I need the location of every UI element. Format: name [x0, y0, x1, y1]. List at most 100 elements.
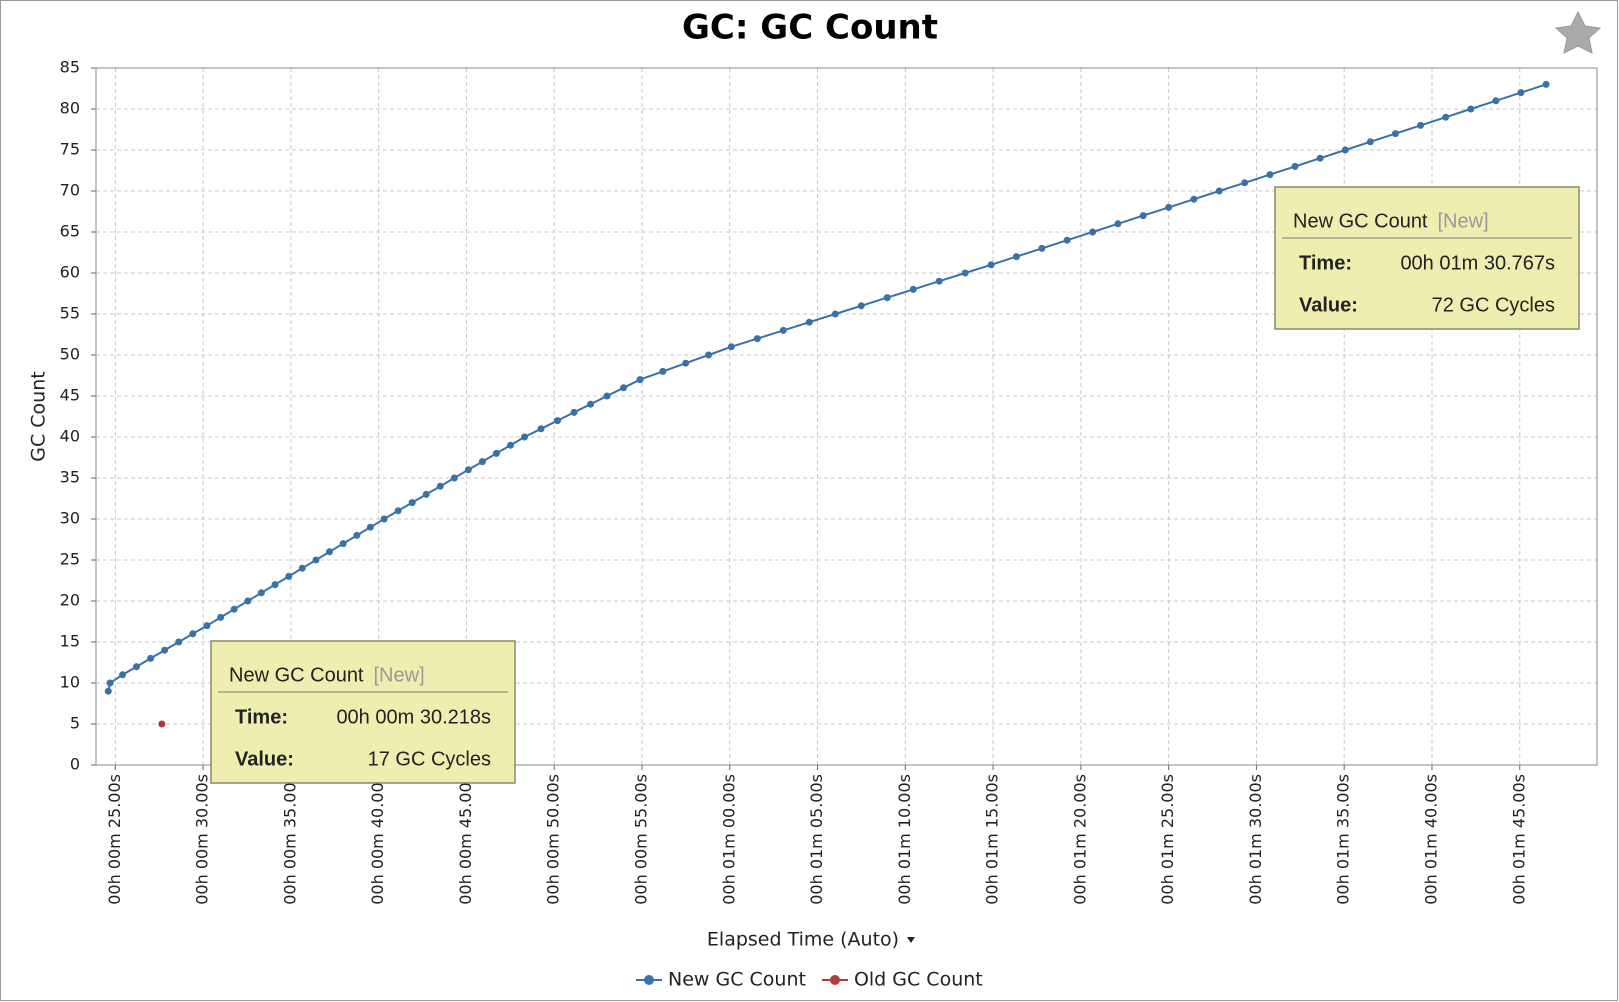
- data-point: [408, 499, 416, 507]
- x-tick-label: 00h 01m 00.00s: [719, 774, 738, 905]
- data-point: [603, 392, 611, 400]
- x-tick-label: 00h 00m 50.00s: [544, 774, 563, 905]
- y-axis-label: GC Count: [28, 371, 50, 461]
- tooltip-time: 00h 00m 30.218s: [336, 706, 491, 728]
- data-point: [1417, 121, 1425, 129]
- data-point: [987, 261, 995, 269]
- y-tick-label: 15: [60, 632, 80, 651]
- data-point: [1139, 212, 1147, 220]
- data-point: [175, 638, 183, 646]
- data-point: [857, 302, 865, 310]
- data-point: [1517, 89, 1525, 97]
- data-point: [380, 515, 388, 523]
- data-point: [217, 613, 225, 621]
- tooltip-time-key: Time:: [1299, 252, 1352, 274]
- x-tick-label: 00h 01m 15.00s: [983, 774, 1002, 905]
- data-point: [537, 425, 545, 433]
- data-point: [1063, 236, 1071, 244]
- data-point: [1241, 179, 1249, 187]
- x-tick-label: 00h 00m 55.00s: [631, 774, 650, 905]
- data-point: [1266, 171, 1274, 179]
- data-point: [682, 359, 690, 367]
- data-point: [147, 654, 155, 662]
- tooltip-tag: [New]: [1438, 210, 1489, 232]
- y-tick-label: 5: [70, 714, 80, 733]
- data-point: [353, 531, 361, 539]
- data-point: [1442, 113, 1450, 121]
- x-axis-label: Elapsed Time (Auto): [707, 929, 899, 951]
- tooltip-time-key: Time:: [235, 706, 288, 728]
- data-point: [753, 335, 761, 343]
- data-point: [339, 540, 347, 548]
- tooltip-value: 72 GC Cycles: [1432, 294, 1555, 316]
- data-point: [1542, 80, 1550, 88]
- x-tick-label: 00h 01m 20.00s: [1070, 774, 1089, 905]
- favorite-star[interactable]: [1554, 10, 1602, 54]
- data-point: [478, 458, 486, 466]
- data-point: [203, 622, 211, 630]
- data-point: [1089, 228, 1097, 236]
- tooltip-box: [1274, 186, 1580, 330]
- data-point: [935, 277, 943, 285]
- data-point: [244, 597, 252, 605]
- x-tick-label: 00h 01m 40.00s: [1421, 774, 1440, 905]
- data-point: [312, 556, 320, 564]
- x-tick-label: 00h 00m 30.00s: [193, 774, 212, 905]
- data-point: [1165, 203, 1173, 211]
- axis-menu-arrow[interactable]: [907, 937, 915, 943]
- data-point: [394, 507, 402, 515]
- data-point: [106, 679, 114, 687]
- data-point: [450, 474, 458, 482]
- tooltip-tag: [New]: [374, 664, 425, 686]
- data-point: [831, 310, 839, 318]
- data-point: [271, 581, 279, 589]
- data-point: [961, 269, 969, 277]
- data-point: [570, 408, 578, 416]
- tooltip-value-key: Value:: [235, 748, 294, 770]
- data-point: [620, 384, 628, 392]
- data-point: [436, 482, 444, 490]
- data-point: [464, 466, 472, 474]
- tooltip-value: 17 GC Cycles: [368, 748, 491, 770]
- x-tick-label: 00h 00m 25.00s: [105, 774, 124, 905]
- data-point: [366, 523, 374, 531]
- data-point: [506, 441, 514, 449]
- y-tick-label: 10: [60, 673, 80, 692]
- x-tick-label: 00h 01m 05.00s: [807, 774, 826, 905]
- data-point: [325, 548, 333, 556]
- data-point: [909, 285, 917, 293]
- y-tick-label: 45: [60, 386, 80, 405]
- y-tick-label: 0: [70, 755, 80, 774]
- y-tick-label: 20: [60, 591, 80, 610]
- data-point: [727, 343, 735, 351]
- chart-title: GC: GC Count: [682, 8, 938, 48]
- data-point: [1114, 220, 1122, 228]
- data-point: [133, 663, 141, 671]
- y-tick-label: 65: [60, 222, 80, 241]
- legend-label: New GC Count: [668, 969, 806, 991]
- y-tick-label: 25: [60, 550, 80, 569]
- data-point: [705, 351, 713, 359]
- y-tick-label: 70: [60, 181, 80, 200]
- data-point: [521, 433, 529, 441]
- x-tick-label: 00h 01m 35.00s: [1334, 774, 1353, 905]
- data-point: [587, 400, 595, 408]
- x-tick-label: 00h 01m 45.00s: [1509, 774, 1528, 905]
- data-point: [636, 376, 644, 384]
- y-tick-label: 80: [60, 99, 80, 118]
- y-tick-label: 35: [60, 468, 80, 487]
- data-point: [104, 687, 112, 695]
- data-point: [1012, 253, 1020, 261]
- tooltip-box: [210, 640, 516, 784]
- data-point: [554, 417, 562, 425]
- legend-label: Old GC Count: [854, 969, 983, 991]
- data-point: [1341, 146, 1349, 154]
- x-tick-label: 00h 01m 30.00s: [1246, 774, 1265, 905]
- data-point: [1190, 195, 1198, 203]
- x-tick-label: 00h 00m 45.00s: [456, 774, 475, 905]
- legend-marker: [644, 975, 654, 985]
- data-point: [1215, 187, 1223, 195]
- y-tick-label: 40: [60, 427, 80, 446]
- data-point: [230, 605, 238, 613]
